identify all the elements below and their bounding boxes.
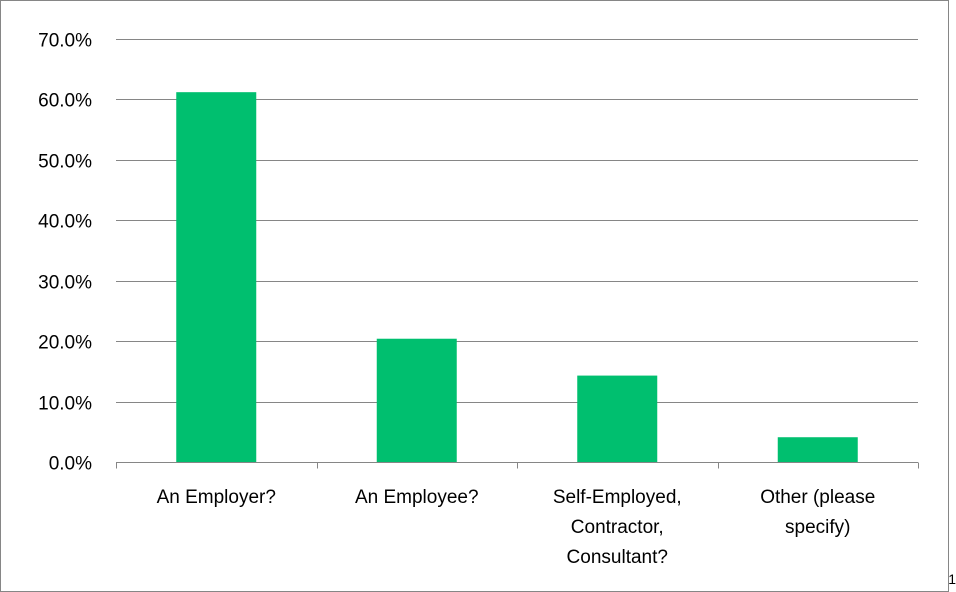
y-tick-label: 20.0% — [38, 333, 92, 354]
x-tick-label: An Employee? — [355, 487, 479, 508]
bar — [777, 437, 858, 462]
x-tick-label: Self-Employed, Contractor, Consultant? — [553, 487, 682, 568]
bar — [376, 338, 457, 462]
y-tick-label: 50.0% — [38, 152, 92, 173]
y-tick-label: 40.0% — [38, 212, 92, 233]
bars — [176, 92, 858, 463]
y-tick-labels: 0.0% 10.0% 20.0% 30.0% 40.0% 50.0% 60.0% 70.0% — [38, 31, 92, 475]
x-tick-label: Other (please specify) — [760, 487, 875, 538]
y-tick-label: 10.0% — [38, 394, 92, 415]
bar — [176, 92, 257, 463]
corner-note: 1 — [948, 571, 956, 587]
x-tick-labels: An Employer? An Employee? Self-Employed, Co… — [157, 487, 876, 568]
y-tick-label: 30.0% — [38, 273, 92, 294]
x-axis — [116, 462, 919, 469]
y-tick-label: 60.0% — [38, 91, 92, 112]
bar — [577, 375, 658, 462]
y-tick-label: 0.0% — [49, 454, 92, 475]
x-tick-label: An Employer? — [157, 487, 276, 508]
y-tick-label: 70.0% — [38, 31, 92, 52]
